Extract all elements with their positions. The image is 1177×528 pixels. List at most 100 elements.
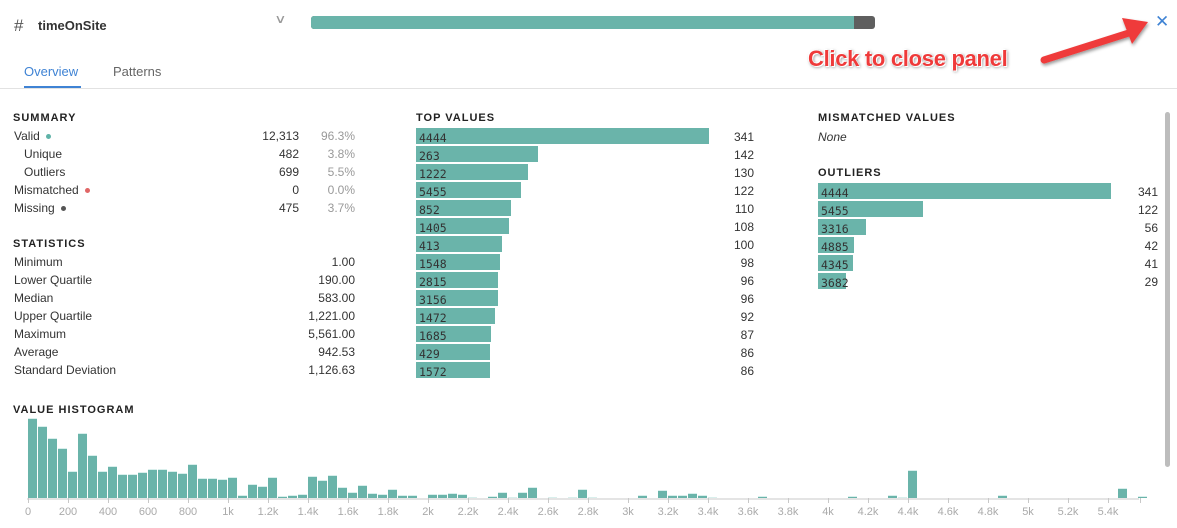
top-value-row[interactable]: 1572 86 <box>416 362 759 379</box>
histogram-bar[interactable] <box>998 495 1007 498</box>
histogram-bar[interactable] <box>278 496 287 498</box>
top-value-row[interactable]: 5455 122 <box>416 182 759 199</box>
histogram-bar[interactable] <box>88 455 97 498</box>
histogram-bar[interactable] <box>328 475 337 498</box>
histogram-bar[interactable] <box>518 492 527 498</box>
histogram-bar[interactable] <box>358 485 367 498</box>
histogram-bar[interactable] <box>668 495 677 498</box>
histogram-bar[interactable] <box>468 497 477 498</box>
value-histogram[interactable]: 0 200 400 600 800 1k 1.2k 1.4k 1.6k 1.8k 2k 2.2k 2.4… <box>0 415 1177 528</box>
top-value-row[interactable]: 2815 96 <box>416 272 759 289</box>
histogram-bar[interactable] <box>138 472 147 498</box>
histogram-tick <box>748 498 749 503</box>
histogram-bar[interactable] <box>758 496 767 498</box>
histogram-bar[interactable] <box>228 477 237 498</box>
histogram-bar[interactable] <box>898 497 907 498</box>
histogram-bar[interactable] <box>178 473 187 498</box>
histogram-bar[interactable] <box>158 469 167 498</box>
histogram-bar[interactable] <box>678 495 687 498</box>
histogram-bar[interactable] <box>578 489 587 498</box>
histogram-bar[interactable] <box>118 474 127 498</box>
bar-count: 341 <box>1137 185 1158 199</box>
histogram-bar[interactable] <box>658 490 667 498</box>
outlier-row[interactable]: 5455 122 <box>818 201 1163 218</box>
histogram-bar[interactable] <box>98 471 107 498</box>
histogram-bar[interactable] <box>498 492 507 498</box>
histogram-bar[interactable] <box>188 464 197 498</box>
histogram-bar[interactable] <box>368 493 377 498</box>
bar-fill <box>416 182 521 198</box>
histogram-bar[interactable] <box>388 489 397 498</box>
outlier-row[interactable]: 4345 41 <box>818 255 1163 272</box>
histogram-bar[interactable] <box>338 487 347 498</box>
histogram-bar[interactable] <box>258 486 267 498</box>
histogram-bar[interactable] <box>848 496 857 498</box>
histogram-bar[interactable] <box>908 470 917 498</box>
top-value-row[interactable]: 852 110 <box>416 200 759 217</box>
histogram-bar[interactable] <box>208 478 217 498</box>
top-value-row[interactable]: 1472 92 <box>416 308 759 325</box>
histogram-bar[interactable] <box>1118 488 1127 498</box>
histogram-bar[interactable] <box>488 496 497 498</box>
top-value-row[interactable]: 429 86 <box>416 344 759 361</box>
histogram-bar[interactable] <box>28 418 37 498</box>
histogram-bar[interactable] <box>298 494 307 498</box>
chevron-down-icon[interactable]: ∨ <box>274 12 287 26</box>
data-quality-bar[interactable] <box>311 16 875 29</box>
tab-overview[interactable]: Overview <box>24 64 79 79</box>
histogram-bar[interactable] <box>198 478 207 498</box>
top-value-row[interactable]: 1222 130 <box>416 164 759 181</box>
histogram-bar[interactable] <box>78 433 87 498</box>
histogram-bar[interactable] <box>148 469 157 498</box>
histogram-bar[interactable] <box>638 495 647 498</box>
histogram-bar[interactable] <box>708 497 717 498</box>
histogram-bar[interactable] <box>128 474 137 498</box>
histogram-bar[interactable] <box>238 495 247 498</box>
histogram-bar[interactable] <box>58 448 67 498</box>
histogram-bar[interactable] <box>48 438 57 498</box>
vertical-scrollbar[interactable] <box>1165 112 1170 467</box>
histogram-bar[interactable] <box>888 495 897 498</box>
tab-patterns[interactable]: Patterns <box>113 64 162 79</box>
histogram-bar[interactable] <box>378 494 387 498</box>
histogram-bar[interactable] <box>428 494 437 498</box>
top-value-row[interactable]: 413 100 <box>416 236 759 253</box>
status-dot-icon <box>45 134 51 140</box>
histogram-bar[interactable] <box>38 426 47 498</box>
histogram-bar[interactable] <box>68 471 77 498</box>
histogram-bar[interactable] <box>548 497 557 498</box>
histogram-bar[interactable] <box>318 480 327 498</box>
histogram-bar[interactable] <box>458 494 467 498</box>
top-value-row[interactable]: 1685 87 <box>416 326 759 343</box>
top-value-row[interactable]: 1548 98 <box>416 254 759 271</box>
histogram-bar[interactable] <box>568 497 577 498</box>
histogram-bar[interactable] <box>698 495 707 498</box>
statistics-value: 5,561.00 <box>308 327 355 341</box>
histogram-bar[interactable] <box>528 487 537 498</box>
histogram-bar[interactable] <box>218 479 227 498</box>
top-value-row[interactable]: 1405 108 <box>416 218 759 235</box>
outlier-row[interactable]: 4885 42 <box>818 237 1163 254</box>
close-icon[interactable]: ✕ <box>1155 12 1170 31</box>
histogram-bar[interactable] <box>688 493 697 498</box>
histogram-bar[interactable] <box>508 497 517 498</box>
outlier-row[interactable]: 3682 29 <box>818 273 1163 290</box>
histogram-bar[interactable] <box>348 492 357 498</box>
histogram-bar[interactable] <box>588 497 597 498</box>
histogram-bar[interactable] <box>438 494 447 498</box>
outlier-row[interactable]: 4444 341 <box>818 183 1163 200</box>
outlier-row[interactable]: 3316 56 <box>818 219 1163 236</box>
histogram-bar[interactable] <box>308 476 317 498</box>
top-value-row[interactable]: 263 142 <box>416 146 759 163</box>
histogram-bar[interactable] <box>268 477 277 498</box>
histogram-bar[interactable] <box>1138 496 1147 498</box>
histogram-bar[interactable] <box>448 493 457 498</box>
histogram-bar[interactable] <box>168 471 177 498</box>
histogram-bar[interactable] <box>108 466 117 498</box>
histogram-bar[interactable] <box>248 484 257 498</box>
top-value-row[interactable]: 3156 96 <box>416 290 759 307</box>
histogram-bar[interactable] <box>408 495 417 498</box>
top-value-row[interactable]: 4444 341 <box>416 128 759 145</box>
histogram-bar[interactable] <box>288 495 297 498</box>
histogram-bar[interactable] <box>398 495 407 498</box>
